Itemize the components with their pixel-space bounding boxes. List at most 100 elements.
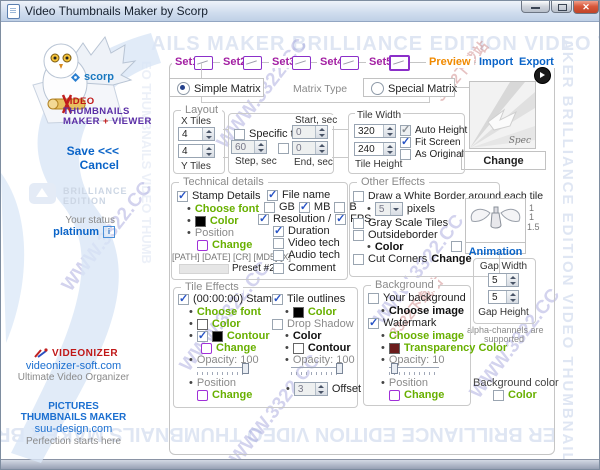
background-color-option[interactable]: Color <box>493 389 537 401</box>
status-value[interactable]: platinum <box>53 226 99 238</box>
drop-shadow-option[interactable]: Drop Shadow <box>272 318 354 330</box>
preview-change-button[interactable]: Change <box>461 151 546 170</box>
simple-matrix-radio[interactable] <box>177 82 190 95</box>
color-swatch[interactable] <box>292 306 304 318</box>
tile-outlines-checkbox[interactable] <box>272 292 283 305</box>
stamp-choose-font-link[interactable]: Choose font <box>196 306 262 318</box>
minimize-button[interactable] <box>521 1 550 13</box>
tab-import[interactable]: Import <box>476 56 517 68</box>
choose-font-link[interactable]: Choose font <box>194 203 260 215</box>
cut-corners-checkbox[interactable] <box>353 253 364 265</box>
stamp-opacity-slider[interactable] <box>197 363 249 375</box>
animation-button[interactable]: Animation <box>466 242 525 258</box>
x-tiles-spinner[interactable]: 4 <box>178 127 215 141</box>
resolution-checkbox[interactable] <box>258 212 269 225</box>
tile-width-spinner[interactable]: 320 <box>354 124 396 138</box>
shadow-opacity-slider[interactable] <box>291 363 343 375</box>
fit-screen-checkbox[interactable] <box>400 135 411 148</box>
offset-spinner[interactable]: 3 <box>293 382 328 396</box>
end-time-checkbox[interactable] <box>278 143 289 154</box>
audio-tech-option[interactable]: Audio tech <box>273 249 340 261</box>
contour-checkbox[interactable] <box>196 329 208 342</box>
stamp-details-option[interactable]: Stamp Details <box>177 189 260 202</box>
tab-set4[interactable]: Set4 <box>317 56 347 68</box>
as-original-checkbox[interactable] <box>400 149 411 160</box>
comment-checkbox[interactable] <box>273 262 284 274</box>
gap-width-spinner[interactable]: 5 <box>488 273 519 287</box>
close-button[interactable] <box>573 1 599 14</box>
info-icon[interactable]: i <box>103 226 115 238</box>
wm-choose-image-link[interactable]: Choose image <box>388 330 465 342</box>
preset-bar[interactable] <box>179 264 229 274</box>
stamp-details-checkbox[interactable] <box>177 189 188 202</box>
start-sec-spinner[interactable]: 0 <box>292 125 328 139</box>
fit-screen-option[interactable]: Fit Screen <box>400 135 461 148</box>
outline-color-link[interactable]: Color <box>307 306 337 318</box>
set-thumbnail-icon[interactable] <box>243 56 262 70</box>
comment-option[interactable]: Comment <box>273 262 336 274</box>
time-stamp-checkbox[interactable] <box>178 292 189 305</box>
background-color-checkbox[interactable] <box>493 389 504 401</box>
set-thumbnail-icon[interactable] <box>292 56 311 70</box>
change-link[interactable]: Change <box>212 239 253 251</box>
gb-checkbox[interactable] <box>264 201 275 213</box>
gray-scale-option[interactable]: Gray Scale Tiles <box>353 217 448 229</box>
your-background-option[interactable]: Your background <box>368 292 466 304</box>
color-swatch[interactable] <box>211 330 223 342</box>
tab-preview[interactable]: Preview <box>426 56 474 68</box>
specific-time-checkbox[interactable] <box>234 128 245 140</box>
bg-choose-image-link[interactable]: Choose image <box>388 305 465 317</box>
set-thumbnail-icon[interactable] <box>340 56 359 70</box>
color-swatch[interactable] <box>194 215 206 227</box>
outside-border-option[interactable]: Outsideborder <box>353 229 438 241</box>
tile-outlines-option[interactable]: Tile outlines <box>272 292 345 305</box>
step-sec-spinner[interactable]: 60 <box>231 140 267 154</box>
special-matrix-radio[interactable] <box>371 82 384 95</box>
shadow-contour-link[interactable]: Contour <box>307 342 351 354</box>
gray-scale-checkbox[interactable] <box>353 217 364 229</box>
special-matrix-option[interactable]: Special Matrix <box>371 82 457 95</box>
pictures-link[interactable]: suu-design.com <box>34 423 113 435</box>
gap-height-spinner[interactable]: 5 <box>488 290 519 304</box>
fps-checkbox[interactable] <box>335 212 347 225</box>
tab-set5[interactable]: Set5 <box>366 56 396 68</box>
file-name-option[interactable]: File name <box>267 188 330 201</box>
color-swatch[interactable] <box>292 342 304 354</box>
simple-matrix-option[interactable]: Simple Matrix <box>177 82 261 95</box>
outside-border-checkbox[interactable] <box>353 229 364 241</box>
drop-shadow-checkbox[interactable] <box>272 318 283 330</box>
audio-tech-checkbox[interactable] <box>273 249 284 261</box>
watermark-option[interactable]: Watermark <box>368 316 436 329</box>
tab-export[interactable]: Export <box>516 56 557 68</box>
duration-checkbox[interactable] <box>273 224 284 237</box>
animation-checkbox[interactable] <box>451 241 462 252</box>
transparency-color-link[interactable]: Transparency Color <box>403 342 508 354</box>
pixels-dropdown[interactable]: 5 <box>374 202 403 216</box>
video-tech-checkbox[interactable] <box>273 237 284 249</box>
wm-change-link[interactable]: Change <box>404 389 445 401</box>
next-arrow-button[interactable] <box>534 67 551 84</box>
tile-height-spinner[interactable]: 240 <box>354 142 396 156</box>
save-button[interactable]: Save <<< <box>66 144 119 158</box>
stamp-color-link[interactable]: Color <box>211 318 241 330</box>
contour-link[interactable]: Contour <box>226 330 270 342</box>
background-color-link[interactable]: Color <box>508 389 537 401</box>
cut-corners-change-link[interactable]: Change <box>431 253 472 265</box>
mb-checkbox[interactable] <box>298 200 310 213</box>
set-thumbnail-icon[interactable] <box>194 56 213 70</box>
time-stamp-option[interactable]: (00:00:00) Stamp <box>178 292 278 305</box>
contour-change-link[interactable]: Change <box>216 342 257 354</box>
wm-opacity-slider[interactable] <box>389 363 439 375</box>
video-tech-option[interactable]: Video tech <box>273 237 340 249</box>
maximize-button[interactable] <box>551 1 572 13</box>
duration-option[interactable]: Duration <box>273 224 330 237</box>
watermark-checkbox[interactable] <box>368 316 379 329</box>
your-background-checkbox[interactable] <box>368 292 379 304</box>
file-name-checkbox[interactable] <box>267 188 278 201</box>
color-link[interactable]: Color <box>209 215 239 227</box>
videonizer-link[interactable]: videonizer-soft.com <box>25 360 122 372</box>
set-thumbnail-icon-active[interactable] <box>389 55 410 71</box>
stamp-position-change-link[interactable]: Change <box>212 389 253 401</box>
shadow-color-link[interactable]: Color <box>292 330 322 342</box>
end-sec-spinner[interactable]: 0 <box>292 141 328 155</box>
